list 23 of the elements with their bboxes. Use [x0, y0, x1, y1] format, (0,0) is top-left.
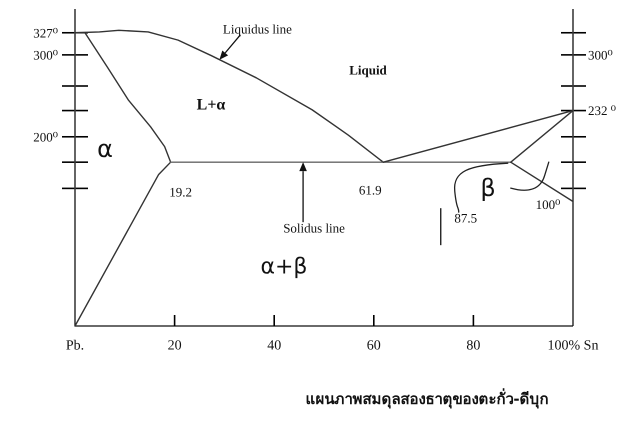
annotation: β — [480, 174, 496, 202]
y-tick-label: 200⁰ — [33, 129, 58, 144]
y2-tick-label: 300⁰ — [588, 47, 613, 62]
annotation: 87.5 — [454, 210, 478, 226]
annotation: α — [97, 135, 113, 163]
annotation: L+α — [196, 96, 226, 114]
annotation: α+β — [260, 254, 308, 280]
caption: แผนภาพสมดุลสองธาตุของตะกั่ว-ดีบุก — [305, 390, 549, 408]
x-tick-label: 60 — [366, 338, 381, 354]
annotation: Liquidus line — [222, 21, 292, 36]
x-tick-label: 100% Sn — [548, 338, 598, 354]
annotation: Liquid — [349, 62, 387, 78]
annotation: 19.2 — [169, 184, 192, 200]
y-tick-label: 327⁰ — [33, 25, 58, 40]
annotation: 61.9 — [358, 182, 382, 198]
x-tick-label: 80 — [466, 338, 480, 354]
y2-tick-label: 232 ⁰ — [588, 103, 616, 118]
annotation: 100⁰ — [536, 197, 560, 212]
x-tick-label: 40 — [267, 338, 282, 354]
x-tick-label: 20 — [168, 338, 182, 354]
y-tick-label: 300⁰ — [33, 47, 58, 62]
x-tick-label: Pb. — [66, 338, 84, 354]
annotation: Solidus line — [283, 220, 345, 236]
